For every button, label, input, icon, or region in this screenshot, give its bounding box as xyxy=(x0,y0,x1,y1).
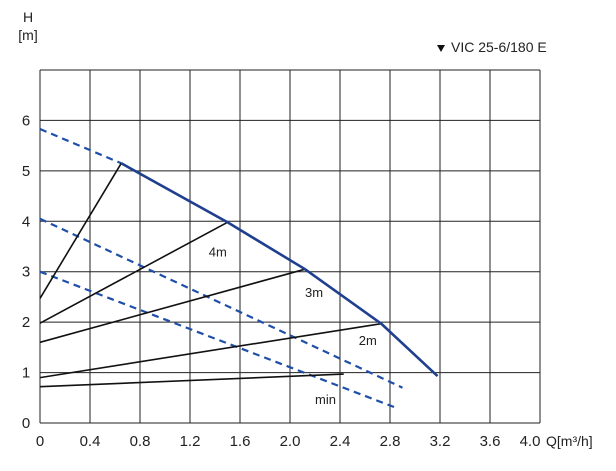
chart-series xyxy=(39,127,439,409)
speed-curve-line xyxy=(39,268,306,344)
chart-grid xyxy=(39,69,541,424)
x-tick-label: 4.0 xyxy=(520,433,541,450)
x-tick-label: 2.0 xyxy=(280,433,301,450)
curve-label: 3m xyxy=(305,285,323,300)
x-tick-label: 2.4 xyxy=(330,433,351,450)
speed-curve-line xyxy=(39,322,382,379)
x-tick-label: 0 xyxy=(36,433,44,450)
y-axis-title: H xyxy=(23,9,33,25)
y-tick-label: 6 xyxy=(22,112,30,129)
x-axis-title: Q[m³/h] xyxy=(546,433,593,449)
x-tick-label: 3.2 xyxy=(430,433,451,450)
curve-label: 2m xyxy=(359,333,377,348)
x-tick-labels: 0 0.4 0.8 1.2 1.6 2.0 2.4 2.8 3.2 3.6 4.0 xyxy=(36,433,541,450)
x-tick-label: 2.8 xyxy=(380,433,401,450)
y-tick-label: 0 xyxy=(22,415,30,432)
curve-label: 4m xyxy=(209,245,227,260)
dashed-system-line xyxy=(39,270,397,409)
x-tick-label: 1.6 xyxy=(230,433,251,450)
x-tick-label: 0.4 xyxy=(80,433,101,450)
max-performance-curve xyxy=(120,162,439,378)
x-tick-label: 1.2 xyxy=(180,433,201,450)
speed-curve-line xyxy=(39,373,344,388)
y-axis-unit: [m] xyxy=(18,27,37,43)
y-tick-label: 5 xyxy=(22,163,30,180)
y-tick-label: 2 xyxy=(22,314,30,331)
y-tick-labels: 0 1 2 3 4 5 6 xyxy=(22,112,30,432)
dashed-system-line xyxy=(39,127,122,165)
x-tick-label: 3.6 xyxy=(480,433,501,450)
x-tick-label: 0.8 xyxy=(130,433,151,450)
y-tick-label: 3 xyxy=(22,264,30,281)
legend-triangle-icon xyxy=(437,45,445,52)
y-tick-label: 1 xyxy=(22,365,30,382)
legend-title: VIC 25-6/180 E xyxy=(451,39,547,55)
speed-curve-line xyxy=(39,221,228,324)
curve-labels: 4m 3m 2m min xyxy=(209,245,377,407)
speed-curve-line xyxy=(39,162,122,299)
curve-label: min xyxy=(315,392,336,407)
y-tick-label: 4 xyxy=(22,213,30,230)
dashed-system-line xyxy=(39,217,403,389)
